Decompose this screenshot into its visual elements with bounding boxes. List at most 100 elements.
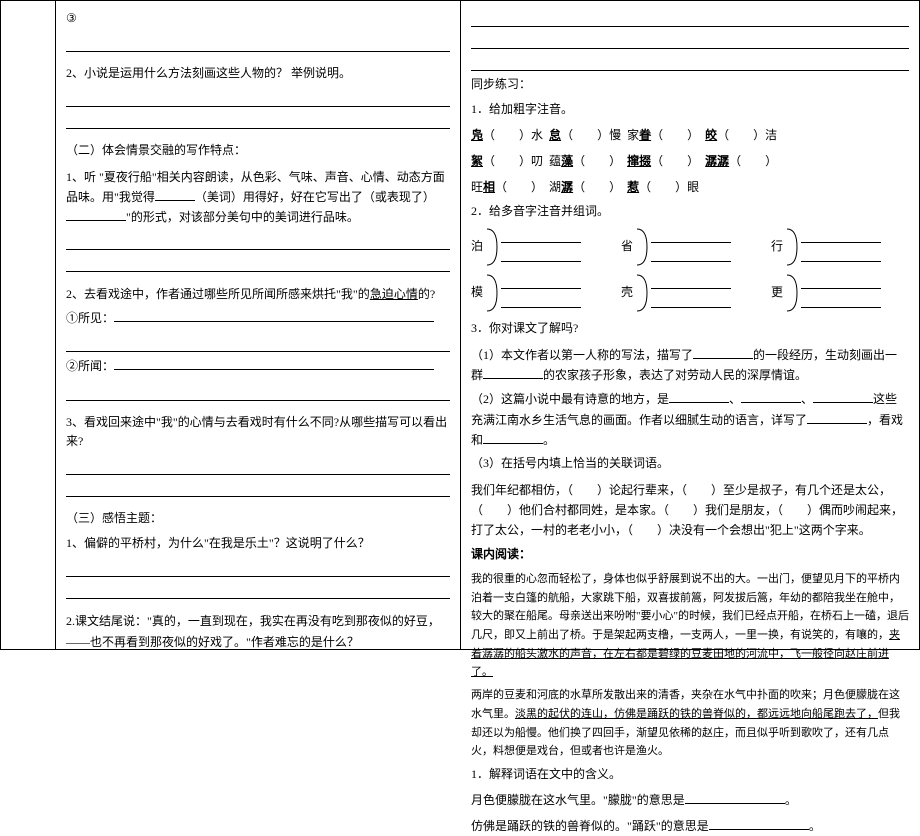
hanzi-item: 家眷（ ） [627,125,699,147]
blank-line [471,31,909,49]
bracket-icon [785,227,799,267]
hanzi-item: 凫（ ）水 [471,125,543,147]
char: 藻 [561,154,573,168]
suffix: 叨 [531,154,543,168]
blank [693,345,753,359]
item-3: ③ [66,9,450,28]
blank-line [66,254,450,272]
underlined-text: 淡黑的起伏的连山，仿佛是踊跃的铁的兽脊似的，都远远地向船尾跑去了， [515,708,878,720]
blank [114,356,434,370]
bracket-icon [485,273,499,313]
suffix: 眼 [687,180,699,194]
section-2-q1: 1、听 "夏夜行船"相关内容朗读，从色彩、气味、声音、心情、动态方面品味。用"我… [66,167,450,228]
text: 2、去看戏途中，作者通过哪些所见所闻所感来烘托"我"的 [66,287,370,301]
blank [501,246,581,262]
q3-3-text: 我们年纪都相仿，（ ）论起行辈来，（ ）至少是叔子，有几个还是太公，（ ）他们合… [471,480,909,541]
char: 潺 [561,180,573,194]
text: 仿佛是踊跃的铁的兽脊似的。"踊跃"的意思是 [471,819,709,833]
char: 撺掇 [627,154,651,168]
right-column: 同步练习： 1．给加粗字注音。 凫（ ）水 怠（ ）慢 家眷（ ） 皎（ ）洁 … [461,1,919,649]
blank-line [66,581,450,599]
text: 月色便朦胧在这水气里。"朦胧"的意思是 [471,793,685,807]
char: 怠 [549,128,561,142]
blank-line [66,457,450,475]
q3-2: （2）这篇小说中最有诗意的地方，是、、这些充满江南水乡生活气息的画面。作者以细腻… [471,389,909,450]
section-2-title: （二）体会情景交融的写作特点： [66,141,450,160]
hanzi-item: 潺潺（ ） [705,151,777,173]
char: 凫 [471,128,483,142]
poly-item: 壳 [621,273,731,313]
hanzi-item: 撺掇（ ） [627,151,699,173]
poly-char: 行 [771,227,783,254]
blank [66,207,126,221]
blank [651,292,731,308]
bracket-icon [485,227,499,267]
text: （美词）用得好，好在它写出了（或表现了） [195,190,435,204]
text: 我的很重的心忽而轻松了，身体也似乎舒展到说不出的大。一出门，便望见月下的平桥内泊… [471,573,909,641]
poly-item: 泊 [471,227,581,267]
blank [813,389,873,403]
text: 的? [418,287,435,301]
poly-lines [801,273,881,308]
suffix: 水 [531,128,543,142]
blank [801,292,881,308]
reading-p2: 两岸的豆麦和河底的水草所发散出来的清香，夹杂在水气中扑面的吹来；月色便朦胧在这水… [471,686,909,761]
hanzi-item: 怠（ ）慢 [549,125,621,147]
q3-1: （1）本文作者以第一人称的写法，描写了的一段经历，生动刻画出一群的农家孩子形象，… [471,345,909,386]
blank [651,273,731,289]
left-margin [1,1,56,649]
section-3-q1: 1、偏僻的平桥村，为什么"在我是乐土"？这说明了什么？ [66,534,450,553]
blank-line [66,34,450,52]
char: 絮 [471,154,483,168]
blank-line [66,111,450,129]
blank [483,365,543,379]
section-3-title: （三）感悟主题： [66,509,450,528]
blank [669,389,729,403]
poly-char: 模 [471,273,483,300]
blank [801,273,881,289]
blank-line [66,479,450,497]
text: ①所见： [66,311,114,325]
hanzi-item: 絮（ ）叨 [471,151,543,173]
left-column: ③ 2、小说是运用什么方法刻画这些人物的？ 举例说明。 （二）体会情景交融的写作… [56,1,461,649]
text: （1）本文作者以第一人称的写法，描写了 [471,348,693,362]
hanzi-row-2: 絮（ ）叨 蕴藻（ ） 撺掇（ ） 潺潺（ ） [471,151,909,173]
reading-title: 课内阅读： [471,545,909,564]
blank [801,246,881,262]
blank [651,227,731,243]
suffix: 慢 [609,128,621,142]
text: 。 [785,793,797,807]
text: 。 [543,433,555,447]
suffix: 洁 [765,128,777,142]
poly-item: 更 [771,273,881,313]
poly-char: 泊 [471,227,483,254]
hanzi-item: 湖潺（ ） [549,177,621,199]
practice-title: 同步练习： [471,75,909,94]
see-label: ①所见： [66,308,450,328]
text: "的形式，对该部分美句中的美词进行品味。 [126,210,359,224]
text: ②所闻： [66,359,114,373]
blank-line [66,559,450,577]
blank-line [66,383,450,401]
char: 惹 [627,180,639,194]
hanzi-row-3: 旺相（ ） 湖潺（ ） 惹（ ）眼 [471,177,909,199]
hanzi-item: 皎（ ）洁 [705,125,777,147]
bracket-icon [785,273,799,313]
hanzi-row-1: 凫（ ）水 怠（ ）慢 家眷（ ） 皎（ ）洁 [471,125,909,147]
blank-line [471,53,909,71]
bracket-icon [635,273,649,313]
question-2: 2、小说是运用什么方法刻画这些人物的？ 举例说明。 [66,64,450,83]
poly-item: 行 [771,227,881,267]
read-q1a: 月色便朦胧在这水气里。"朦胧"的意思是 。 [471,790,909,810]
char: 眷 [639,128,651,142]
poly-lines [651,227,731,262]
blank-line [66,89,450,107]
hear-label: ②所闻： [66,356,450,376]
text: 。 [809,819,821,833]
read-q1c: 仿佛是踊跃的铁的兽脊似的。"踊跃"的意思是 。 [471,816,909,836]
q2: 2．给多音字注音并组词。 [471,202,909,221]
hanzi-item: 惹（ ）眼 [627,177,699,199]
char: 皎 [705,128,717,142]
blank-line [66,334,450,352]
blank [807,410,867,424]
